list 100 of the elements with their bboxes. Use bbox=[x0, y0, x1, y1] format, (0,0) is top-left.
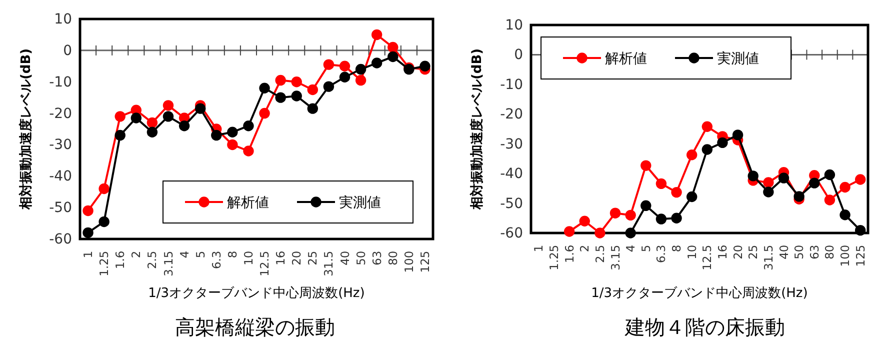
point bbox=[98, 183, 110, 194]
point bbox=[243, 146, 254, 156]
x-tick-label: 20 bbox=[730, 244, 745, 260]
point bbox=[371, 58, 382, 68]
point bbox=[178, 120, 190, 132]
point bbox=[594, 228, 606, 238]
point bbox=[686, 150, 698, 160]
point bbox=[114, 111, 126, 122]
x-tick-label: 2 bbox=[578, 244, 592, 252]
point bbox=[355, 64, 366, 75]
point bbox=[763, 186, 774, 198]
y-tick-label: -60 bbox=[49, 231, 72, 248]
point bbox=[162, 111, 174, 122]
y-tick-label: -30 bbox=[500, 136, 523, 152]
x-tick-label: 2.5 bbox=[145, 250, 160, 270]
x-tick-label: 12.5 bbox=[700, 244, 714, 270]
point bbox=[82, 205, 94, 216]
x-tick-label: 10 bbox=[684, 244, 699, 260]
x-tick-label: 2.5 bbox=[592, 244, 607, 264]
point bbox=[339, 72, 350, 82]
y-tick-label: -10 bbox=[49, 74, 72, 90]
y-tick-label: -20 bbox=[49, 106, 72, 122]
x-tick-label: 80 bbox=[822, 244, 837, 260]
x-tick-label: 1.25 bbox=[547, 244, 561, 270]
point bbox=[388, 51, 398, 62]
x-tick-label: 63 bbox=[370, 250, 384, 266]
x-tick-label: 16 bbox=[274, 250, 288, 266]
point bbox=[579, 216, 590, 226]
point bbox=[702, 121, 713, 132]
x-tick-label: 12.5 bbox=[258, 250, 272, 276]
point bbox=[763, 177, 774, 188]
x-tick-label: 3.15 bbox=[608, 244, 622, 270]
point bbox=[732, 130, 744, 140]
point bbox=[610, 208, 621, 218]
point bbox=[778, 172, 790, 184]
point bbox=[259, 82, 270, 94]
point bbox=[794, 191, 804, 202]
y-tick-label: -50 bbox=[500, 196, 523, 212]
point bbox=[355, 74, 366, 86]
legend-label: 実測値 bbox=[717, 50, 759, 67]
point bbox=[130, 112, 142, 124]
point bbox=[291, 76, 302, 88]
point bbox=[656, 214, 667, 224]
text: 高架橋縦梁の振動 bbox=[175, 315, 335, 339]
point bbox=[211, 130, 222, 141]
y-tick-label: -50 bbox=[49, 200, 72, 216]
x-tick-label: 1 bbox=[81, 250, 96, 258]
x-tick-label: 40 bbox=[776, 244, 791, 260]
point bbox=[840, 210, 850, 220]
x-tick-label: 20 bbox=[290, 250, 304, 266]
point bbox=[625, 210, 636, 221]
point bbox=[146, 117, 158, 128]
y-tick-label: -60 bbox=[500, 225, 523, 242]
point bbox=[275, 92, 286, 103]
point bbox=[227, 126, 238, 138]
point bbox=[388, 42, 398, 53]
x-tick-label: 25 bbox=[746, 244, 760, 260]
point bbox=[671, 212, 682, 224]
x-tick-label: 16 bbox=[716, 244, 730, 260]
x-axis-title: 1/3オクターブバンド中心周波数(Hz) bbox=[148, 285, 365, 301]
x-tick-label: 5 bbox=[638, 244, 653, 252]
x-tick-label: 2 bbox=[129, 250, 144, 258]
y-tick-label: -10 bbox=[500, 76, 523, 93]
x-tick-label: 25 bbox=[306, 250, 320, 266]
point bbox=[323, 59, 334, 70]
y-tick-label: 0 bbox=[514, 47, 523, 64]
point bbox=[291, 90, 302, 102]
x-tick-label: 4 bbox=[177, 250, 192, 258]
x-tick-label: 40 bbox=[338, 250, 352, 266]
y-tick-label: 0 bbox=[63, 42, 72, 59]
point bbox=[307, 84, 318, 96]
point bbox=[339, 60, 350, 72]
point bbox=[275, 74, 286, 86]
x-tick-label: 100 bbox=[838, 244, 852, 267]
point bbox=[323, 81, 334, 92]
x-tick-label: 3.15 bbox=[161, 250, 176, 276]
x-tick-label: 1.25 bbox=[97, 250, 112, 276]
point bbox=[371, 29, 382, 40]
point bbox=[656, 178, 667, 190]
x-tick-label: 50 bbox=[792, 244, 806, 260]
point bbox=[259, 108, 270, 119]
legend-label: 解析値 bbox=[227, 194, 269, 211]
point bbox=[82, 227, 94, 238]
point bbox=[854, 174, 866, 185]
y-tick-label: 10 bbox=[54, 11, 72, 28]
x-tick-label: 31.5 bbox=[322, 250, 336, 276]
x-tick-label: 125 bbox=[853, 244, 868, 267]
legend-label: 実測値 bbox=[339, 194, 381, 211]
point bbox=[114, 130, 126, 141]
x-tick-label: 4 bbox=[624, 244, 638, 252]
text: 建物４階の床振動 bbox=[624, 315, 785, 339]
x-tick-label: 8 bbox=[670, 244, 684, 252]
x-tick-label: 1 bbox=[532, 244, 546, 252]
point bbox=[146, 126, 158, 138]
point bbox=[162, 100, 174, 111]
y-axis-title: 相対振動加速度レベル(dB) bbox=[18, 48, 34, 211]
point bbox=[307, 103, 318, 114]
x-tick-label: 100 bbox=[402, 250, 416, 273]
x-tick-label: 125 bbox=[418, 250, 432, 273]
point bbox=[194, 103, 206, 114]
